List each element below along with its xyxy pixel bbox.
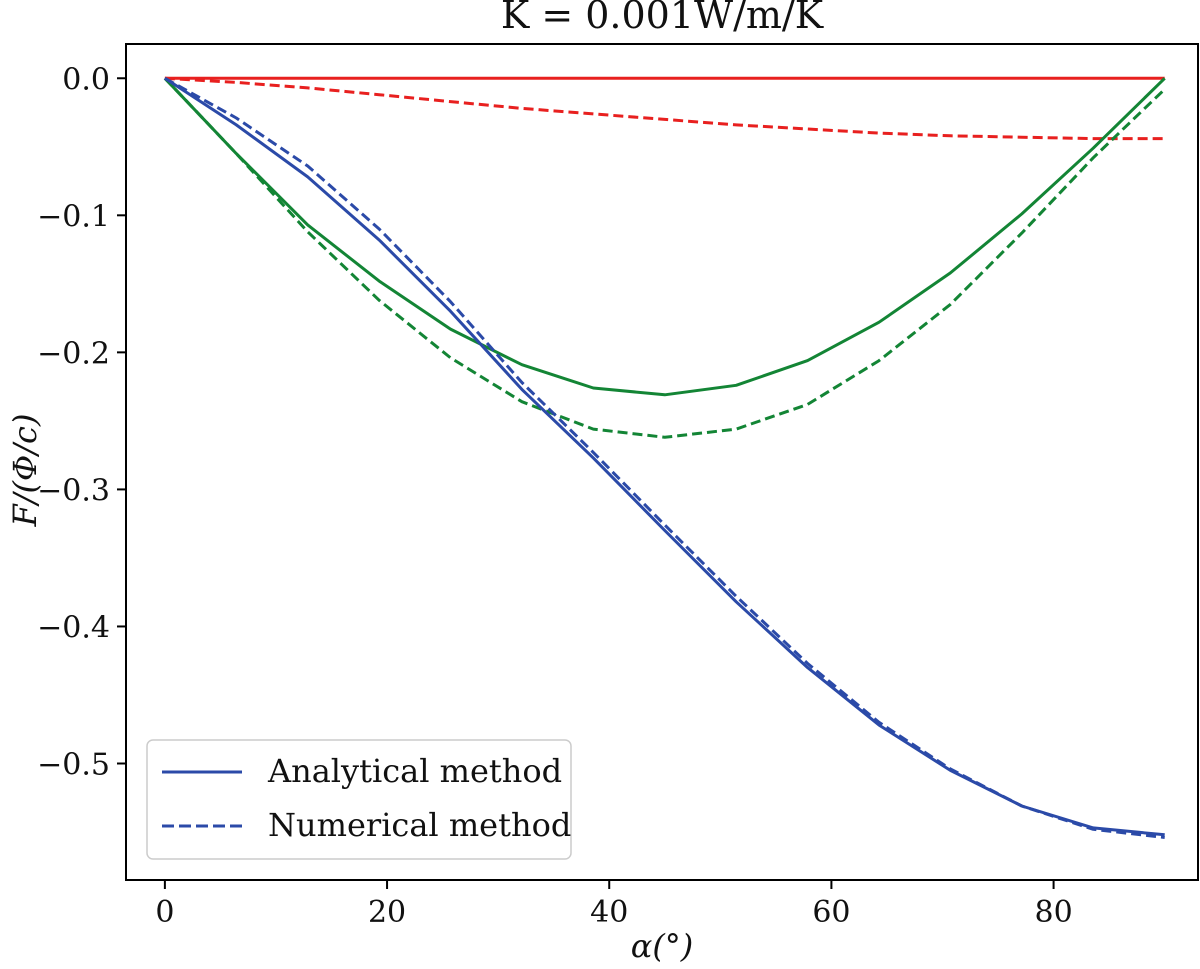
y-tick-label: −0.2 (37, 336, 110, 371)
y-axis: 0.0 −0.1 −0.2 −0.3 −0.4 −0.5 (37, 62, 126, 783)
x-tick-label: 20 (368, 895, 406, 930)
series-line (164, 76, 1165, 839)
x-tick-label: 40 (590, 895, 628, 930)
series-line (163, 77, 1166, 397)
y-tick-label: −0.3 (37, 473, 110, 508)
chart-title: K = 0.001W/m/K (501, 0, 824, 37)
y-tick-label: 0.0 (62, 62, 110, 97)
y-tick-label: −0.5 (37, 748, 110, 783)
y-tick-label: −0.4 (37, 610, 110, 645)
x-axis: 0 20 40 60 80 (155, 880, 1073, 930)
series-layer (163, 76, 1166, 839)
y-tick-label: −0.1 (37, 199, 110, 234)
legend: Analytical method Numerical method (146, 739, 572, 860)
x-tick-label: 0 (155, 895, 174, 930)
x-axis-label: α(°) (631, 927, 694, 965)
legend-label-analytical: Analytical method (267, 752, 562, 790)
series-line (164, 77, 1165, 837)
plot-frame (125, 43, 1199, 881)
series-line (163, 77, 1166, 439)
legend-frame (146, 739, 572, 860)
x-tick-label: 80 (1034, 895, 1072, 930)
x-tick-label: 60 (812, 895, 850, 930)
legend-label-numerical: Numerical method (268, 806, 571, 844)
y-axis-label: F/(Φ/c) (6, 414, 44, 528)
series-line (164, 76, 1165, 141)
